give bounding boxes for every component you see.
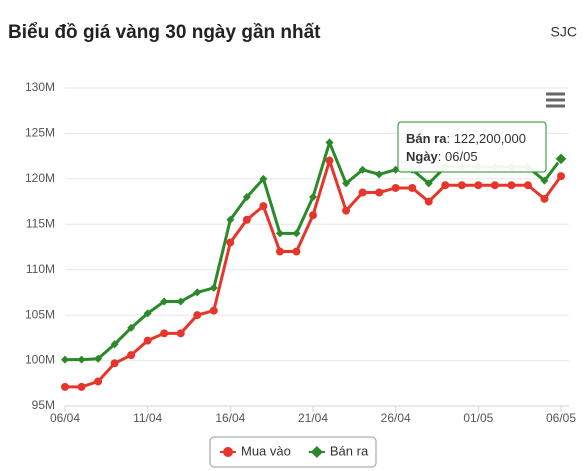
point: [176, 329, 185, 338]
point: [77, 382, 86, 391]
point: [309, 211, 317, 220]
y-tick-label: 95M: [32, 398, 55, 412]
point: [143, 309, 152, 318]
legend-marker: [223, 447, 233, 457]
point: [176, 297, 185, 306]
point: [226, 215, 235, 224]
tooltip-text: :: [446, 131, 453, 146]
x-tick-label: 01/05: [463, 411, 493, 425]
x-tick-label: 06/04: [50, 411, 80, 425]
y-tick-label: 130M: [25, 80, 55, 94]
point: [127, 351, 136, 360]
point: [358, 165, 367, 174]
point: [242, 215, 251, 224]
y-tick-label: 100M: [25, 353, 55, 367]
tooltip-text: 122,200,000: [454, 131, 526, 146]
point: [110, 359, 119, 368]
point: [259, 174, 268, 183]
point: [375, 188, 384, 197]
point: [424, 197, 433, 206]
point: [292, 247, 301, 256]
legend-marker: [310, 446, 323, 458]
point: [391, 183, 400, 192]
y-tick-label: 115M: [26, 216, 55, 230]
point: [77, 355, 86, 364]
point: [457, 181, 466, 190]
tooltip-text: Bán ra: [406, 131, 447, 146]
x-tick-label: 06/05: [546, 411, 576, 425]
legend-item[interactable]: Bán ra: [308, 443, 369, 458]
point: [127, 323, 136, 332]
point: [342, 179, 351, 188]
point: [61, 355, 69, 364]
point: [490, 181, 499, 190]
tooltip-text: 06/05: [445, 149, 478, 164]
point: [309, 193, 317, 202]
point: [540, 194, 549, 203]
point: [242, 193, 251, 202]
y-tick-label: 105M: [25, 307, 55, 321]
point: [226, 238, 235, 247]
point: [342, 206, 351, 215]
point: [292, 229, 301, 238]
point: [557, 172, 565, 181]
point: [507, 181, 516, 190]
point: [358, 188, 367, 197]
point: [474, 181, 483, 190]
point: [325, 138, 334, 147]
point: [160, 297, 169, 306]
point: [424, 179, 433, 188]
tooltip-line: Ngày: 06/05: [406, 149, 478, 164]
point: [110, 340, 119, 349]
point: [259, 202, 268, 211]
point: [523, 181, 532, 190]
tooltip-text: Ngày: [406, 149, 439, 164]
point: [540, 176, 549, 185]
legend-label: Mua vào: [241, 443, 291, 458]
chart-subtitle: SJC: [551, 24, 577, 40]
point: [375, 170, 384, 179]
point: [193, 288, 202, 297]
point: [441, 181, 450, 190]
point: [325, 156, 334, 165]
tooltip-text: :: [438, 149, 445, 164]
y-tick-label: 110M: [26, 262, 55, 276]
y-tick-label: 125M: [25, 126, 55, 140]
point: [94, 354, 103, 363]
series-line: [65, 138, 563, 362]
legend-label: Bán ra: [330, 443, 369, 458]
tooltip-box: [397, 121, 547, 173]
tooltip-line: Bán ra: 122,200,000: [406, 131, 526, 146]
point: [143, 336, 152, 345]
point: [275, 229, 284, 238]
y-tick-label: 120M: [25, 171, 55, 185]
point: [554, 152, 568, 166]
point: [275, 247, 284, 256]
point: [408, 183, 417, 192]
legend-box: [209, 436, 377, 468]
x-tick-label: 26/04: [381, 411, 411, 425]
point: [94, 377, 103, 386]
point: [209, 306, 218, 315]
point: [193, 311, 202, 320]
legend: Mua vào Bán ra: [209, 436, 377, 468]
tooltip: Bán ra: 122,200,000 Ngày: 06/05: [397, 121, 547, 173]
x-tick-label: 16/04: [215, 411, 245, 425]
legend-item[interactable]: Mua vào: [220, 443, 291, 458]
chart-title: Biểu đồ giá vàng 30 ngày gần nhất: [8, 22, 321, 43]
x-tick-label: 21/04: [298, 411, 328, 425]
point: [61, 382, 69, 391]
menu-icon[interactable]: [546, 92, 565, 108]
point: [209, 283, 218, 292]
point: [160, 329, 169, 338]
x-tick-label: 11/04: [133, 411, 162, 425]
